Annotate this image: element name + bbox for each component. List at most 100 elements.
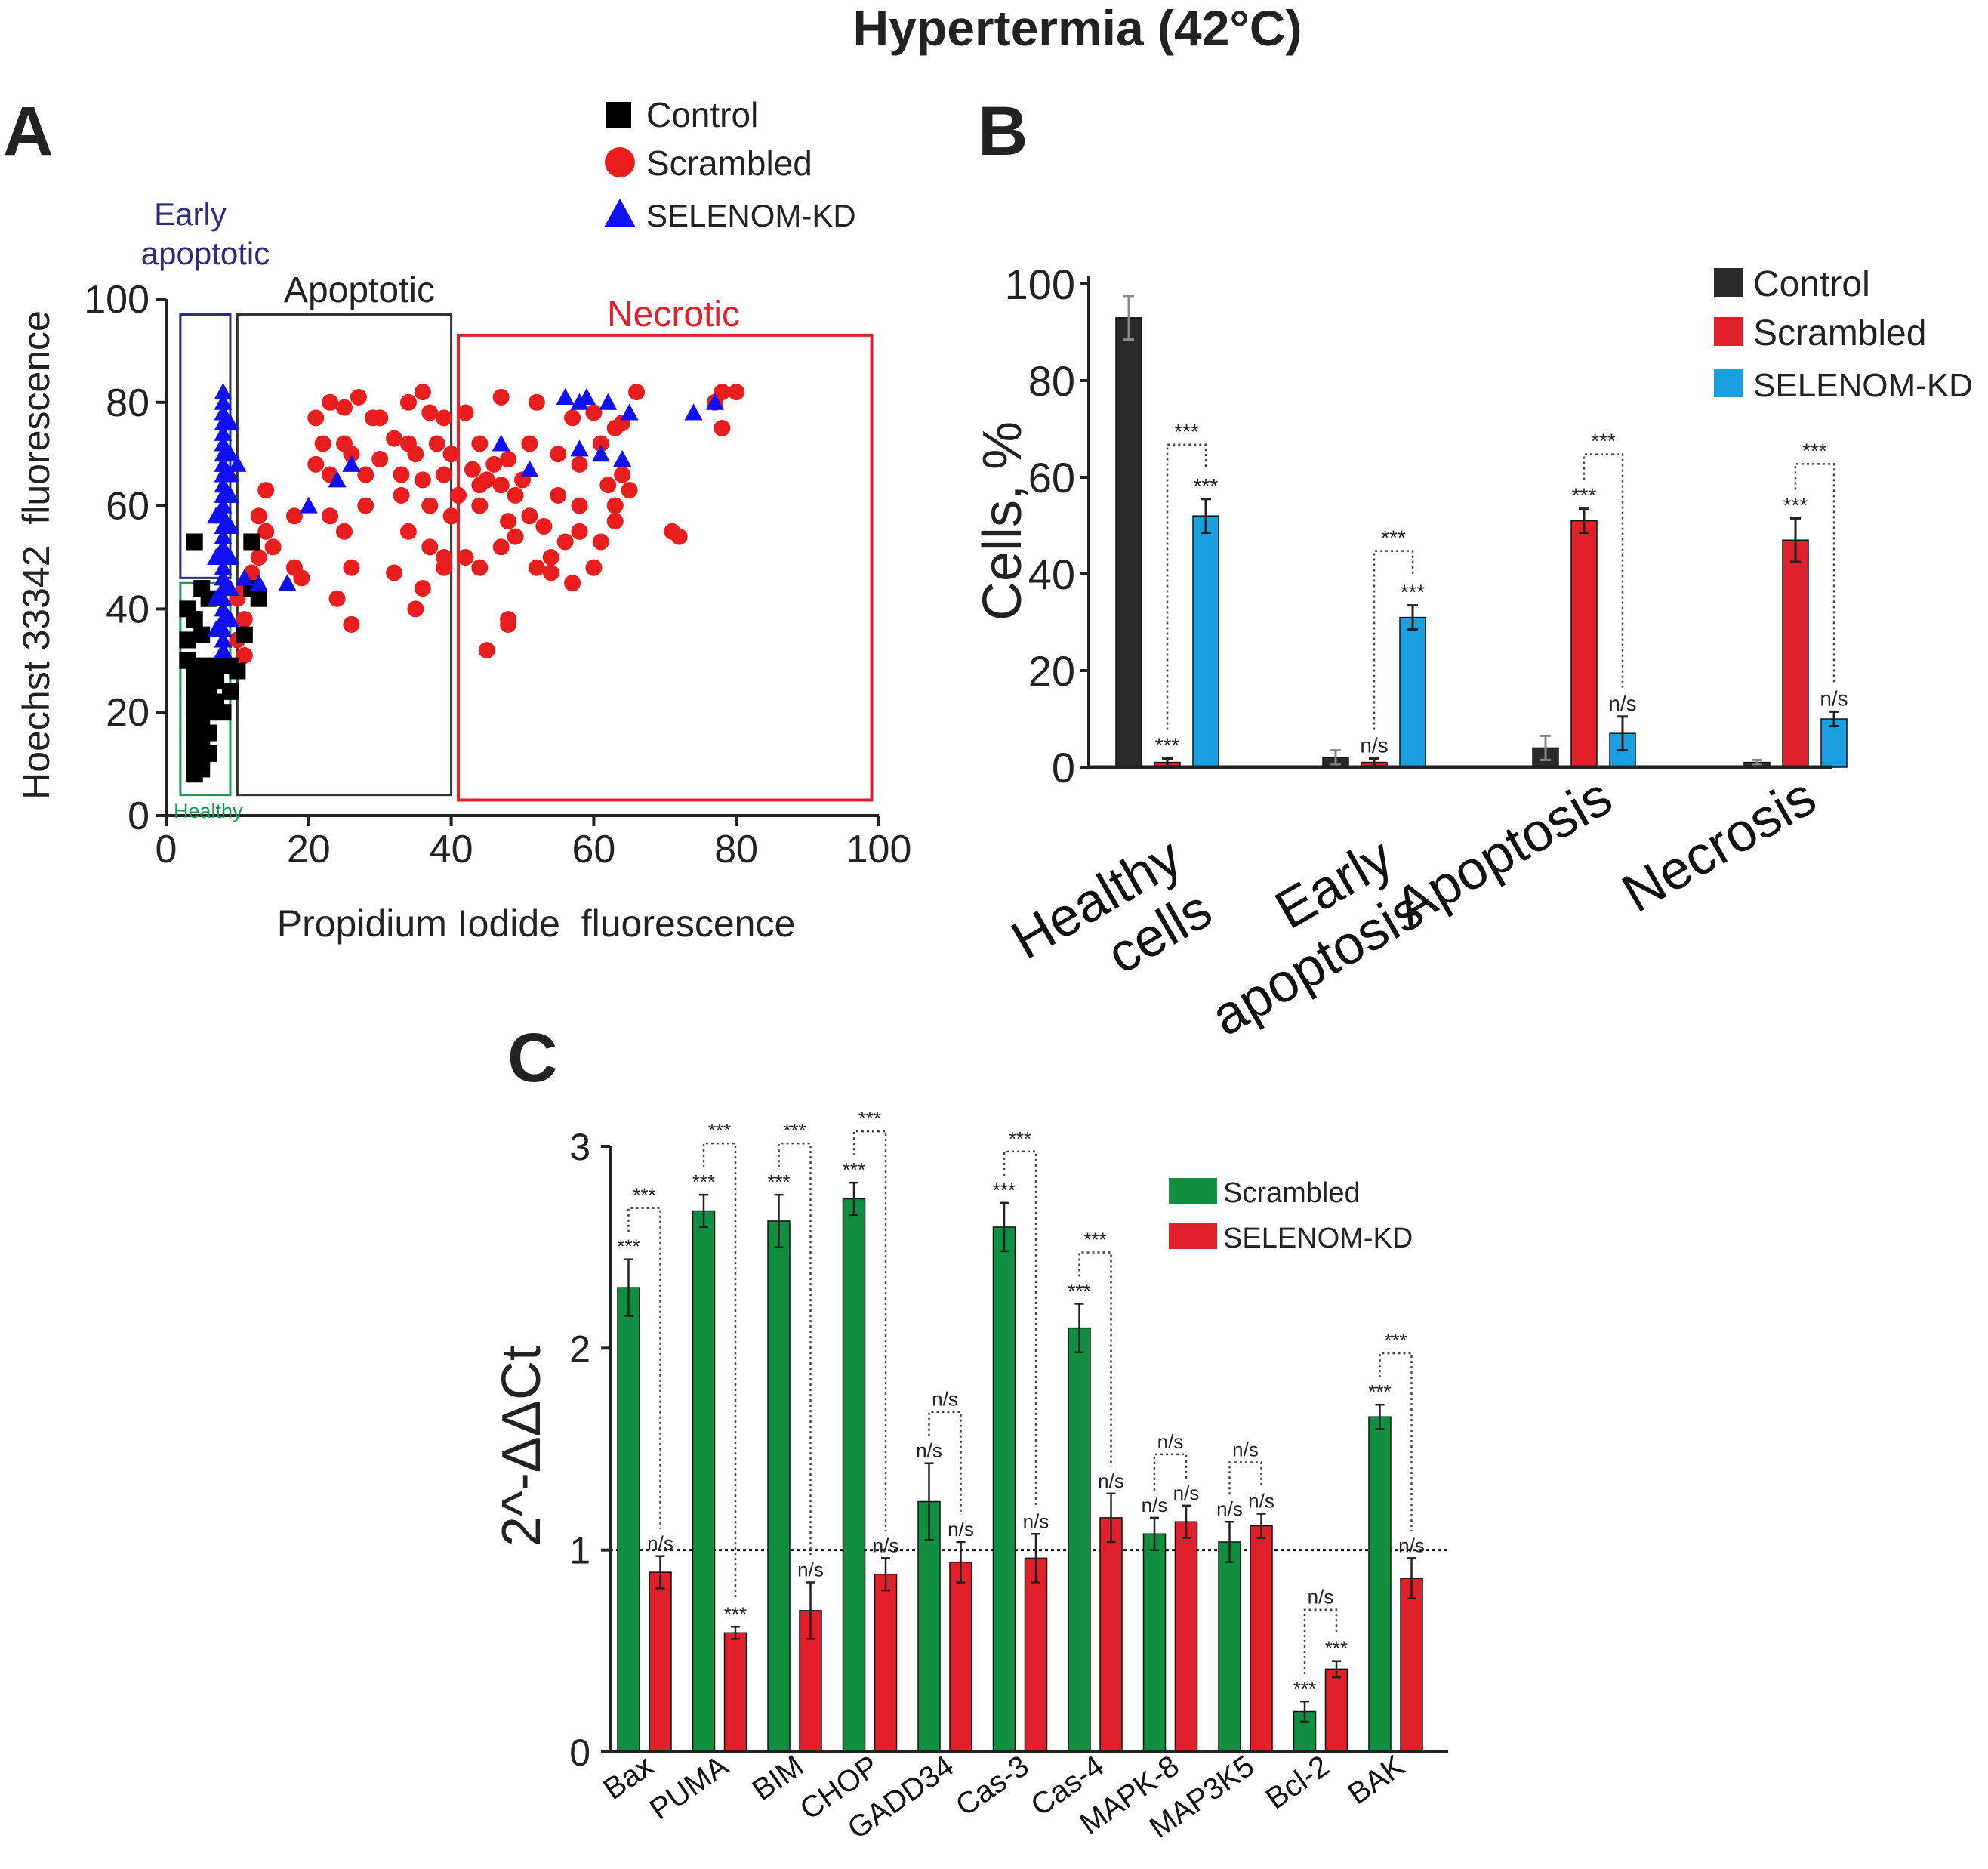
gate-label-apoptotic: Apoptotic — [284, 270, 435, 310]
b-ticks: 0 20 40 60 80 100 — [1005, 261, 1089, 791]
point-scrambled — [442, 507, 460, 525]
y-tick-label: 20 — [106, 691, 149, 735]
gate-boxes — [179, 313, 874, 802]
point-selenom-kd — [220, 579, 239, 597]
b-category-label: Necrosis — [1612, 766, 1826, 924]
bar-b — [1192, 515, 1219, 768]
significance-label-b: *** — [1401, 581, 1426, 604]
point-selenom-kd — [214, 558, 233, 575]
significance-label-b: *** — [1783, 493, 1808, 517]
bar-c — [1024, 1557, 1048, 1753]
c-y-axis-label: 2^-ΔΔCt — [492, 1346, 552, 1547]
bars-b — [1115, 295, 1848, 768]
point-scrambled — [257, 482, 275, 499]
significance-bracket-c — [1228, 1461, 1262, 1495]
panel-b-barchart: *** *** *** n/s *** *** *** n/s *** *** n/s *** 0 20… — [972, 261, 1973, 1047]
point-scrambled — [399, 523, 417, 540]
point-scrambled — [550, 486, 567, 504]
point-control — [236, 626, 253, 643]
legend-label-selenom-kd-b: SELENOM-KD — [1753, 367, 1973, 404]
b-y-tick-label: 100 — [1005, 261, 1075, 308]
point-selenom-kd — [214, 434, 233, 452]
x-tick-label: 40 — [430, 828, 473, 871]
point-control — [186, 533, 203, 551]
point-selenom-kd — [520, 460, 539, 477]
gate-label-necrotic: Necrotic — [607, 295, 740, 335]
point-scrambled — [421, 404, 439, 421]
point-selenom-kd — [207, 548, 226, 565]
point-selenom-kd — [214, 383, 233, 400]
c-category-text: BAK — [1342, 1749, 1410, 1811]
panel-label-c: C — [507, 1019, 557, 1096]
point-scrambled — [550, 446, 567, 463]
significance-label-c: *** — [617, 1235, 640, 1258]
point-scrambled — [393, 486, 410, 504]
point-scrambled — [343, 559, 360, 576]
bar-b — [1782, 539, 1809, 768]
point-selenom-kd — [214, 496, 233, 514]
point-selenom-kd — [299, 496, 318, 514]
bar-c — [1174, 1521, 1198, 1753]
point-control — [243, 533, 260, 551]
significance-bracket-c — [1379, 1352, 1413, 1531]
legend-swatch-control — [1714, 268, 1743, 297]
point-selenom-kd — [214, 424, 233, 441]
bar-c — [1250, 1525, 1273, 1753]
point-scrambled — [322, 393, 339, 411]
point-scrambled — [542, 549, 559, 566]
point-scrambled — [307, 409, 325, 427]
point-selenom-kd — [207, 589, 226, 606]
point-selenom-kd — [207, 620, 226, 637]
point-scrambled — [599, 477, 617, 494]
point-selenom-kd — [591, 445, 610, 462]
significance-bracket-c — [1303, 1608, 1338, 1675]
point-scrambled — [328, 590, 346, 607]
point-selenom-kd — [705, 393, 724, 410]
point-scrambled — [457, 404, 474, 421]
bar-c — [649, 1571, 672, 1753]
b-y-axis-label: Cells, % — [972, 421, 1033, 621]
point-scrambled — [606, 497, 624, 514]
point-selenom-kd — [328, 470, 347, 488]
point-selenom-kd — [556, 387, 575, 405]
significance-label-c: *** — [1293, 1677, 1316, 1700]
c-category-label: Bcl-2 — [1260, 1749, 1336, 1815]
point-scrambled — [585, 559, 603, 576]
bar-c — [917, 1500, 941, 1753]
point-selenom-kd — [214, 641, 233, 658]
legend-label-control-b: Control — [1753, 264, 1870, 304]
legend-label-scrambled-c: Scrambled — [1223, 1177, 1361, 1209]
bar-b — [1570, 520, 1598, 768]
point-scrambled — [386, 564, 403, 581]
y-tick-label: 80 — [106, 381, 149, 425]
point-control — [208, 657, 225, 674]
bar-c — [1218, 1541, 1241, 1753]
point-scrambled — [507, 486, 524, 504]
point-scrambled — [564, 409, 581, 427]
point-selenom-kd — [570, 439, 589, 457]
legend-swatch-selenom-kd-c — [1169, 1223, 1217, 1249]
point-selenom-kd — [220, 610, 239, 628]
bar-c — [617, 1287, 640, 1753]
point-selenom-kd — [220, 486, 239, 503]
gate-label-early: Early apoptotic — [141, 196, 270, 271]
significance-label-c: *** — [724, 1602, 747, 1625]
legend-label-scrambled: Scrambled — [646, 143, 812, 183]
figure-title: Hypertermia (42°C) — [853, 0, 1302, 56]
point-scrambled — [714, 420, 731, 436]
point-selenom-kd — [214, 527, 233, 544]
point-scrambled — [350, 388, 367, 406]
point-scrambled — [664, 523, 681, 540]
point-scrambled — [407, 446, 424, 463]
c-category-text: PUMA — [644, 1749, 735, 1827]
point-scrambled — [542, 564, 559, 581]
point-scrambled — [371, 409, 389, 427]
point-selenom-kd — [207, 507, 226, 524]
legend-marker-scrambled — [605, 147, 635, 177]
bar-c — [874, 1573, 898, 1753]
significance-label-c: n/s — [1232, 1439, 1259, 1461]
significance-label-b: *** — [1802, 439, 1827, 462]
point-scrambled — [492, 388, 510, 406]
point-scrambled — [478, 642, 495, 659]
